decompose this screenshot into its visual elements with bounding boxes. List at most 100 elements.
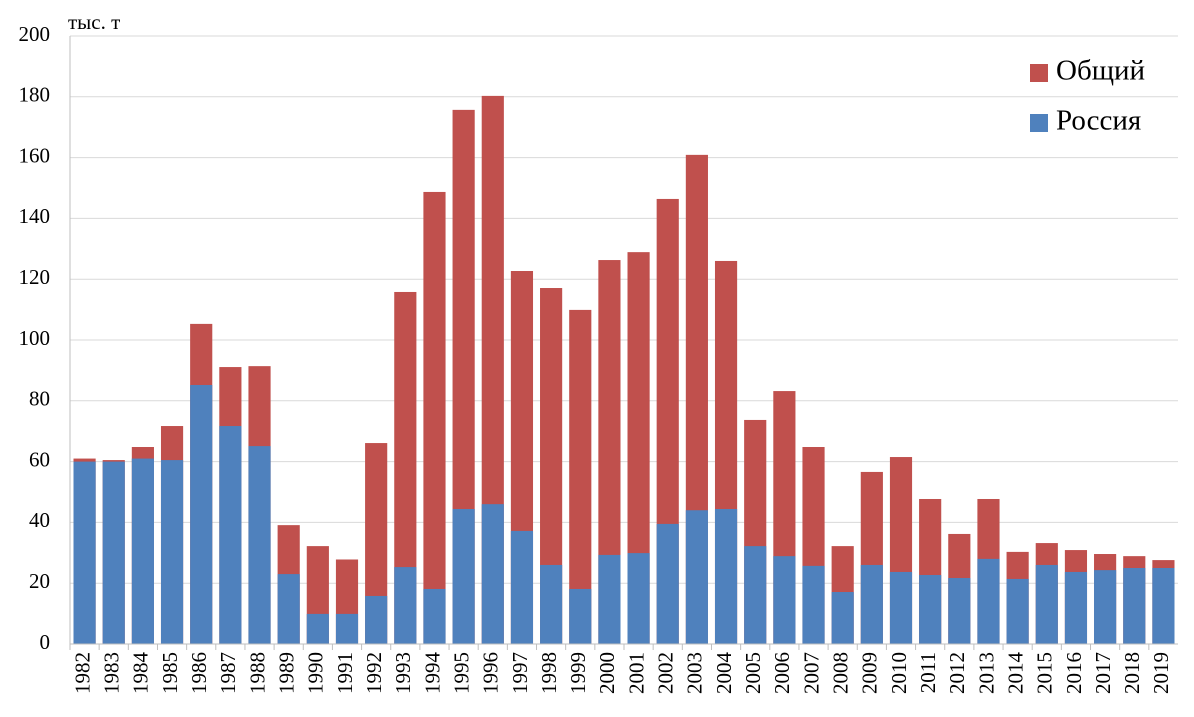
legend-swatch	[1030, 114, 1048, 132]
x-tick-label: 2019	[1149, 652, 1173, 694]
bar	[540, 288, 563, 644]
bar	[860, 564, 883, 644]
x-tick-label: 1983	[100, 652, 124, 694]
x-tick-label: 1997	[508, 652, 532, 694]
bar	[73, 461, 96, 644]
y-tick-label: 180	[19, 83, 51, 107]
bar	[365, 595, 388, 644]
x-tick-label: 2004	[712, 652, 736, 695]
bar	[190, 384, 213, 644]
y-tick-label: 40	[29, 508, 50, 532]
bar	[889, 571, 913, 644]
x-tick-label: 1994	[420, 652, 444, 695]
y-tick-label: 140	[19, 204, 51, 228]
bar	[452, 509, 475, 644]
x-tick-label: 2006	[770, 652, 794, 694]
x-tick-label: 1996	[479, 652, 503, 694]
bar	[744, 546, 767, 644]
bar	[598, 554, 621, 644]
y-tick-label: 0	[40, 630, 51, 654]
bar	[1035, 564, 1058, 644]
x-tick-label: 2009	[858, 652, 882, 694]
bar	[919, 574, 942, 644]
x-tick-label: 1991	[333, 652, 357, 694]
bar	[627, 252, 650, 645]
x-tick-label: 2003	[683, 652, 707, 694]
x-tick-label: 1984	[129, 652, 153, 695]
x-tick-label: 1995	[449, 652, 473, 694]
bar	[423, 588, 446, 644]
bar	[335, 613, 359, 644]
bar	[306, 613, 329, 644]
bar	[481, 504, 504, 644]
x-tick-label: 1989	[274, 652, 298, 694]
x-tick-label: 1986	[187, 652, 211, 694]
bar	[1152, 568, 1175, 644]
y-tick-label: 200	[19, 22, 51, 46]
legend-label: Общий	[1056, 55, 1145, 87]
x-tick-label: 1990	[304, 652, 328, 694]
x-tick-label: 2017	[1091, 652, 1115, 694]
bar	[102, 461, 125, 644]
y-tick-label: 80	[29, 387, 50, 411]
x-tick-label: 2002	[654, 652, 678, 694]
x-tick-label: 1993	[391, 652, 415, 694]
bar	[394, 291, 417, 644]
bar	[1094, 570, 1117, 644]
x-tick-label: 2007	[799, 652, 823, 694]
x-tick-label: 1982	[70, 652, 94, 694]
bar	[977, 558, 1000, 644]
y-tick-label: 120	[19, 265, 51, 289]
x-tick-label: 1999	[566, 652, 590, 694]
bar	[773, 556, 796, 644]
bar	[248, 446, 271, 644]
x-tick-label: 1988	[245, 652, 269, 694]
bar	[714, 509, 738, 644]
x-tick-label: 2014	[1003, 652, 1027, 695]
x-tick-label: 1992	[362, 652, 386, 694]
legend-swatch	[1030, 64, 1048, 82]
bar	[394, 567, 417, 644]
bar	[598, 260, 621, 644]
x-tick-label: 2011	[916, 652, 940, 693]
y-axis-title: тыс. т	[68, 10, 120, 34]
x-tick-label: 2016	[1062, 652, 1086, 694]
x-tick-label: 2012	[945, 652, 969, 694]
bar	[219, 426, 242, 644]
bar	[365, 443, 388, 644]
bar	[540, 564, 563, 644]
x-tick-label: 2001	[624, 652, 648, 694]
bar	[569, 309, 592, 644]
x-tick-label: 1987	[216, 652, 240, 694]
bar	[802, 565, 825, 644]
bar	[277, 574, 300, 644]
x-tick-label: 2018	[1120, 652, 1144, 694]
y-tick-label: 160	[19, 143, 51, 167]
bar	[685, 510, 708, 644]
bar	[160, 460, 184, 644]
bar	[831, 592, 854, 644]
x-tick-label: 2000	[595, 652, 619, 694]
bar	[510, 530, 534, 644]
legend-label: Россия	[1056, 105, 1141, 137]
y-tick-label: 100	[19, 326, 51, 350]
x-tick-label: 2010	[887, 652, 911, 694]
x-tick-label: 2005	[741, 652, 765, 694]
x-tick-label: 2013	[974, 652, 998, 694]
bar	[423, 191, 446, 644]
bar	[656, 523, 679, 644]
bar	[1006, 578, 1029, 644]
bar	[1064, 571, 1088, 644]
x-tick-label: 1998	[537, 652, 561, 694]
bar	[569, 588, 592, 644]
bar	[131, 458, 154, 644]
y-tick-label: 20	[29, 569, 50, 593]
bar	[948, 578, 971, 644]
y-tick-label: 60	[29, 447, 50, 471]
bar	[627, 553, 650, 644]
x-tick-label: 2008	[828, 652, 852, 694]
x-tick-label: 2015	[1033, 652, 1057, 694]
bar	[1123, 568, 1146, 644]
x-tick-label: 1985	[158, 652, 182, 694]
